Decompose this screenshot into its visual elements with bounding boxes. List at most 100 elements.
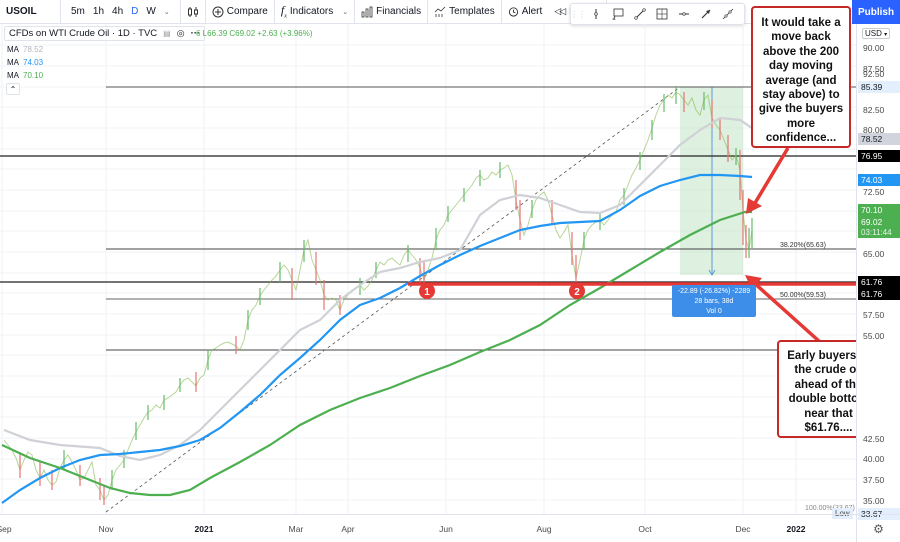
timeframe-1h[interactable]: 1h (92, 6, 105, 17)
callout-arrow-top (746, 147, 790, 214)
time-tick: Mar (288, 524, 304, 534)
divider (427, 0, 429, 24)
price-tick: 92.50 (863, 69, 885, 79)
ma-50-grey-line[interactable] (3, 116, 756, 462)
timeframe-5m[interactable]: 5m (71, 6, 85, 17)
source-code-icon[interactable]: ▤ (163, 29, 171, 38)
chart-settings-button[interactable]: ⚙ (856, 514, 900, 542)
measure-bars: 28 bars, 38d (694, 298, 734, 306)
financials-button[interactable]: Financials (355, 0, 427, 24)
rewind-icon: ◁◁ (554, 6, 566, 16)
chevron-down-icon[interactable]: ⌄ (342, 8, 349, 16)
eye-icon[interactable]: ◎ (176, 28, 185, 38)
price-tick: 55.00 (863, 331, 885, 341)
timeframe-w[interactable]: W (146, 6, 156, 17)
gear-icon: ⚙ (873, 521, 884, 536)
measure-tooltip: -22.89 (-26.82%) -2289 28 bars, 38d Vol … (672, 285, 756, 317)
price-tick: 72.50 (863, 187, 885, 197)
fib-label-100: 100.00%(33.67) (805, 505, 855, 512)
last-price-label: 69.02 (858, 216, 900, 228)
callout-200dma[interactable]: It would take a move back above the 200 … (751, 6, 851, 148)
horizontal-ray-tool[interactable] (673, 4, 695, 24)
top-toolbar: USOIL 5m 1h 4h D W ⌄ Compare fx Indicato… (0, 0, 900, 24)
vertical-line-icon (594, 9, 598, 19)
collapse-legend-button[interactable]: ⌃ (6, 83, 20, 95)
time-axis[interactable]: Sep Nov 2021 Mar Apr Jun Aug Oct Dec 202… (0, 514, 856, 542)
marker-1-label: 1 (424, 287, 430, 298)
marker-1[interactable]: 1 (419, 283, 435, 299)
financials-label: Financials (376, 6, 422, 17)
horizontal-line-icon (679, 12, 689, 16)
floating-drawing-toolbar: ⋮⋮ (570, 3, 745, 25)
plus-circle-icon (212, 6, 224, 17)
price-range-tool[interactable] (651, 4, 673, 24)
ma-legend-2[interactable]: MA 74.03 (7, 58, 205, 67)
extended-line-icon (722, 8, 734, 20)
vertical-line-tool[interactable] (585, 4, 607, 24)
marker-2[interactable]: 2 (569, 283, 585, 299)
templates-button[interactable]: Templates (428, 0, 501, 24)
fib-label-38: 38.20%(65.63) (780, 242, 826, 249)
price-tick: 87.50 (863, 64, 885, 74)
dashed-trendline[interactable] (105, 86, 681, 513)
level-76-95-label: 76.95 (858, 150, 900, 162)
chart-type-button[interactable] (181, 0, 205, 24)
compare-label: Compare (226, 6, 268, 17)
ma-200-green-line[interactable] (1, 210, 752, 497)
series-title-label: CFDs on WTI Crude Oil · 1D · TVC (9, 28, 158, 39)
price-tick: 90.00 (863, 43, 885, 53)
price-tick: 82.50 (863, 105, 885, 115)
measure-change: -22.89 (-26.82%) -2289 (677, 288, 751, 295)
drag-handle[interactable]: ⋮⋮ (570, 4, 586, 24)
price-range-icon (656, 8, 668, 20)
divider (204, 0, 206, 24)
time-tick: Nov (98, 524, 114, 534)
callout-tool[interactable] (607, 4, 629, 24)
more-icon[interactable]: ··· (190, 28, 201, 39)
symbol-search[interactable]: USOIL (0, 0, 60, 24)
series-title[interactable]: CFDs on WTI Crude Oil · 1D · TVC ▤ ◎ ··· (4, 26, 206, 41)
ma-legend-1[interactable]: MA 78.52 (7, 45, 205, 54)
bar-countdown-label: 03:11:44 (858, 227, 900, 238)
alert-button[interactable]: Alert (502, 0, 549, 24)
callout-arrow-bottom (745, 275, 822, 344)
ma-value: 78.52 (23, 45, 44, 54)
divider (500, 0, 502, 24)
indicators-label: Indicators (289, 6, 334, 17)
alarm-clock-icon (508, 7, 518, 17)
ma-legend-3[interactable]: MA 70.10 (7, 71, 205, 80)
price-tick: 57.50 (863, 310, 885, 320)
currency-select[interactable]: USD ▾ (862, 28, 891, 39)
arrow-tool[interactable] (695, 4, 717, 24)
chevron-down-icon[interactable]: ⌄ (163, 8, 170, 16)
level-61-76-label: 61.76 (858, 276, 900, 288)
ma200-price-label: 70.10 (858, 204, 900, 216)
price-axis[interactable]: 92.50 90.00 87.50 82.50 80.00 72.50 65.0… (856, 24, 900, 520)
indicators-button[interactable]: fx Indicators ⌄ (275, 0, 354, 24)
ma-label: MA (7, 45, 19, 54)
divider (179, 0, 181, 24)
price-tick: 80.00 (863, 125, 885, 135)
extended-line-tool[interactable] (717, 4, 739, 24)
currency-label: USD (865, 29, 882, 38)
price-tick: 37.50 (863, 475, 885, 485)
ma-100-blue-line[interactable] (1, 173, 753, 504)
price-chart[interactable]: 1 2 (0, 24, 856, 514)
templates-label: Templates (449, 6, 495, 17)
compare-button[interactable]: Compare (206, 0, 274, 24)
time-tick: Oct (638, 524, 652, 534)
ma100-price-label: 74.03 (858, 174, 900, 186)
high-price-label: 85.39 (858, 81, 900, 93)
time-tick: 2022 (786, 524, 806, 534)
timeframe-d[interactable]: D (131, 6, 139, 17)
ma-label: MA (7, 58, 19, 67)
timeframe-4h[interactable]: 4h (112, 6, 124, 17)
ma-value: 74.03 (23, 58, 44, 67)
horizontal-levels[interactable] (0, 86, 856, 514)
low-tag: Low (832, 508, 853, 519)
publish-button[interactable]: Publish (852, 0, 900, 24)
time-tick: Sep (0, 524, 12, 534)
trend-line-tool[interactable] (629, 4, 651, 24)
ohlc-values: 6 L66.39 C69.02 +2.63 (+3.96%) (196, 29, 313, 38)
chevron-down-icon: ▾ (884, 32, 888, 38)
